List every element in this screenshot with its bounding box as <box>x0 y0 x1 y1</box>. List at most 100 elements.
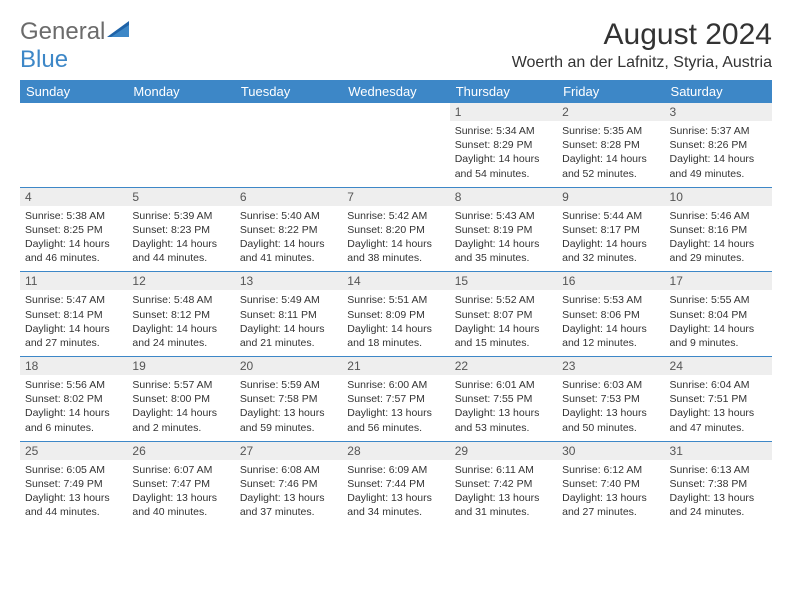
day-number: 15 <box>450 272 557 290</box>
sunrise-text: Sunrise: 5:37 AM <box>670 124 767 138</box>
day-details: Sunrise: 6:09 AMSunset: 7:44 PMDaylight:… <box>342 460 449 526</box>
day-number: 28 <box>342 442 449 460</box>
day-details: Sunrise: 5:35 AMSunset: 8:28 PMDaylight:… <box>557 121 664 187</box>
sunrise-text: Sunrise: 5:35 AM <box>562 124 659 138</box>
day-details: Sunrise: 6:01 AMSunset: 7:55 PMDaylight:… <box>450 375 557 441</box>
sunset-text: Sunset: 8:02 PM <box>25 392 122 406</box>
daylight-text: and 21 minutes. <box>240 336 337 350</box>
daylight-text: and 44 minutes. <box>25 505 122 519</box>
sunset-text: Sunset: 7:47 PM <box>132 477 229 491</box>
calendar-page: General August 2024 Woerth an der Lafnit… <box>0 0 792 535</box>
sunrise-text: Sunrise: 6:11 AM <box>455 463 552 477</box>
day-details: Sunrise: 5:44 AMSunset: 8:17 PMDaylight:… <box>557 206 664 272</box>
day-header: Friday <box>557 80 664 103</box>
day-number: 24 <box>665 357 772 375</box>
day-header-row: Sunday Monday Tuesday Wednesday Thursday… <box>20 80 772 103</box>
day-number: 30 <box>557 442 664 460</box>
day-header: Saturday <box>665 80 772 103</box>
day-details: Sunrise: 5:49 AMSunset: 8:11 PMDaylight:… <box>235 290 342 356</box>
day-number: 6 <box>235 188 342 206</box>
sunrise-text: Sunrise: 6:04 AM <box>670 378 767 392</box>
day-details: Sunrise: 5:38 AMSunset: 8:25 PMDaylight:… <box>20 206 127 272</box>
daylight-text: Daylight: 13 hours <box>562 406 659 420</box>
day-details: Sunrise: 5:53 AMSunset: 8:06 PMDaylight:… <box>557 290 664 356</box>
day-header: Thursday <box>450 80 557 103</box>
day-number: 1 <box>450 103 557 121</box>
day-number: 25 <box>20 442 127 460</box>
daylight-text: Daylight: 13 hours <box>132 491 229 505</box>
daylight-text: Daylight: 13 hours <box>562 491 659 505</box>
daylight-text: and 27 minutes. <box>25 336 122 350</box>
daylight-text: and 2 minutes. <box>132 421 229 435</box>
day-details: Sunrise: 5:37 AMSunset: 8:26 PMDaylight:… <box>665 121 772 187</box>
day-details: Sunrise: 5:56 AMSunset: 8:02 PMDaylight:… <box>20 375 127 441</box>
day-number: 7 <box>342 188 449 206</box>
daylight-text: and 15 minutes. <box>455 336 552 350</box>
daylight-text: and 27 minutes. <box>562 505 659 519</box>
day-details: Sunrise: 5:40 AMSunset: 8:22 PMDaylight:… <box>235 206 342 272</box>
calendar-cell: 30Sunrise: 6:12 AMSunset: 7:40 PMDayligh… <box>557 441 664 525</box>
calendar-cell: 20Sunrise: 5:59 AMSunset: 7:58 PMDayligh… <box>235 357 342 442</box>
daylight-text: and 24 minutes. <box>670 505 767 519</box>
sunrise-text: Sunrise: 5:47 AM <box>25 293 122 307</box>
sunrise-text: Sunrise: 5:43 AM <box>455 209 552 223</box>
daylight-text: Daylight: 13 hours <box>240 406 337 420</box>
sunrise-text: Sunrise: 5:44 AM <box>562 209 659 223</box>
sunset-text: Sunset: 7:44 PM <box>347 477 444 491</box>
daylight-text: Daylight: 14 hours <box>455 237 552 251</box>
daylight-text: Daylight: 14 hours <box>25 406 122 420</box>
calendar-cell: 11Sunrise: 5:47 AMSunset: 8:14 PMDayligh… <box>20 272 127 357</box>
sunrise-text: Sunrise: 5:42 AM <box>347 209 444 223</box>
calendar-cell: 25Sunrise: 6:05 AMSunset: 7:49 PMDayligh… <box>20 441 127 525</box>
sunset-text: Sunset: 8:19 PM <box>455 223 552 237</box>
day-details: Sunrise: 6:08 AMSunset: 7:46 PMDaylight:… <box>235 460 342 526</box>
calendar-cell: 3Sunrise: 5:37 AMSunset: 8:26 PMDaylight… <box>665 103 772 187</box>
calendar-cell <box>20 103 127 187</box>
day-number: 20 <box>235 357 342 375</box>
daylight-text: Daylight: 14 hours <box>347 237 444 251</box>
daylight-text: Daylight: 14 hours <box>240 322 337 336</box>
calendar-cell: 4Sunrise: 5:38 AMSunset: 8:25 PMDaylight… <box>20 187 127 272</box>
day-details: Sunrise: 6:00 AMSunset: 7:57 PMDaylight:… <box>342 375 449 441</box>
daylight-text: Daylight: 14 hours <box>132 406 229 420</box>
sunset-text: Sunset: 8:12 PM <box>132 308 229 322</box>
day-details: Sunrise: 5:34 AMSunset: 8:29 PMDaylight:… <box>450 121 557 187</box>
calendar-cell: 12Sunrise: 5:48 AMSunset: 8:12 PMDayligh… <box>127 272 234 357</box>
day-number: 3 <box>665 103 772 121</box>
day-number: 31 <box>665 442 772 460</box>
daylight-text: and 38 minutes. <box>347 251 444 265</box>
sunset-text: Sunset: 8:14 PM <box>25 308 122 322</box>
day-header: Wednesday <box>342 80 449 103</box>
day-number: 2 <box>557 103 664 121</box>
day-details: Sunrise: 6:12 AMSunset: 7:40 PMDaylight:… <box>557 460 664 526</box>
sunrise-text: Sunrise: 5:34 AM <box>455 124 552 138</box>
sunset-text: Sunset: 8:11 PM <box>240 308 337 322</box>
calendar-cell: 10Sunrise: 5:46 AMSunset: 8:16 PMDayligh… <box>665 187 772 272</box>
day-number: 13 <box>235 272 342 290</box>
sunrise-text: Sunrise: 5:49 AM <box>240 293 337 307</box>
logo-line2: Blue <box>20 46 772 74</box>
day-number: 4 <box>20 188 127 206</box>
calendar-cell: 23Sunrise: 6:03 AMSunset: 7:53 PMDayligh… <box>557 357 664 442</box>
sunset-text: Sunset: 7:38 PM <box>670 477 767 491</box>
daylight-text: Daylight: 14 hours <box>132 237 229 251</box>
sunset-text: Sunset: 7:55 PM <box>455 392 552 406</box>
sunset-text: Sunset: 8:00 PM <box>132 392 229 406</box>
day-number: 9 <box>557 188 664 206</box>
day-details: Sunrise: 5:46 AMSunset: 8:16 PMDaylight:… <box>665 206 772 272</box>
daylight-text: Daylight: 14 hours <box>562 237 659 251</box>
sunset-text: Sunset: 7:58 PM <box>240 392 337 406</box>
daylight-text: and 49 minutes. <box>670 167 767 181</box>
day-number: 18 <box>20 357 127 375</box>
day-details: Sunrise: 5:47 AMSunset: 8:14 PMDaylight:… <box>20 290 127 356</box>
daylight-text: Daylight: 14 hours <box>25 237 122 251</box>
brand-logo: General <box>20 18 133 46</box>
daylight-text: Daylight: 13 hours <box>240 491 337 505</box>
day-header: Tuesday <box>235 80 342 103</box>
calendar-week-row: 11Sunrise: 5:47 AMSunset: 8:14 PMDayligh… <box>20 272 772 357</box>
daylight-text: and 32 minutes. <box>562 251 659 265</box>
day-number: 8 <box>450 188 557 206</box>
day-details: Sunrise: 5:59 AMSunset: 7:58 PMDaylight:… <box>235 375 342 441</box>
sunrise-text: Sunrise: 5:57 AM <box>132 378 229 392</box>
day-details: Sunrise: 5:57 AMSunset: 8:00 PMDaylight:… <box>127 375 234 441</box>
